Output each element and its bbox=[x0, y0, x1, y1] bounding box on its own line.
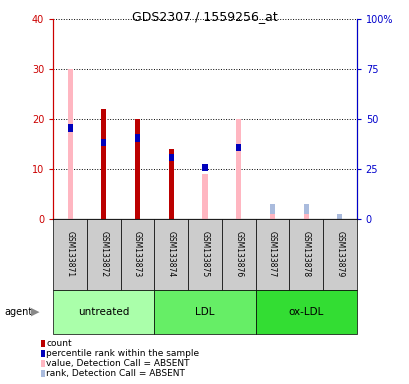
Bar bbox=[135, 119, 140, 219]
Bar bbox=[53, 290, 154, 334]
Bar bbox=[120, 219, 154, 290]
Text: percentile rank within the sample: percentile rank within the sample bbox=[46, 349, 199, 358]
Bar bbox=[221, 219, 255, 290]
Bar bbox=[255, 219, 289, 290]
Bar bbox=[188, 219, 221, 290]
Bar bbox=[303, 214, 308, 219]
Bar bbox=[101, 139, 106, 147]
Bar bbox=[337, 214, 342, 219]
Text: LDL: LDL bbox=[195, 307, 214, 317]
Bar bbox=[202, 164, 207, 172]
Text: GSM133871: GSM133871 bbox=[65, 231, 74, 278]
Text: GDS2307 / 1559256_at: GDS2307 / 1559256_at bbox=[132, 10, 277, 23]
Bar bbox=[135, 134, 140, 142]
Bar bbox=[202, 174, 207, 219]
Bar bbox=[236, 119, 240, 219]
Text: count: count bbox=[46, 339, 72, 348]
Text: GSM133873: GSM133873 bbox=[133, 231, 142, 278]
Bar bbox=[322, 219, 356, 290]
Bar bbox=[269, 214, 274, 219]
Bar bbox=[154, 290, 255, 334]
Bar bbox=[101, 109, 106, 219]
Bar bbox=[67, 69, 72, 219]
Bar bbox=[255, 290, 356, 334]
Text: GSM133874: GSM133874 bbox=[166, 231, 175, 278]
Text: agent: agent bbox=[4, 307, 32, 317]
Bar bbox=[236, 144, 240, 152]
Bar bbox=[154, 219, 188, 290]
Text: GSM133875: GSM133875 bbox=[200, 231, 209, 278]
Text: GSM133876: GSM133876 bbox=[234, 231, 243, 278]
Text: GSM133877: GSM133877 bbox=[267, 231, 276, 278]
Text: ▶: ▶ bbox=[31, 307, 39, 317]
Bar bbox=[303, 204, 308, 219]
Text: rank, Detection Call = ABSENT: rank, Detection Call = ABSENT bbox=[46, 369, 184, 378]
Text: untreated: untreated bbox=[78, 307, 129, 317]
Bar bbox=[53, 219, 87, 290]
Text: value, Detection Call = ABSENT: value, Detection Call = ABSENT bbox=[46, 359, 189, 368]
Bar bbox=[67, 124, 72, 132]
Bar bbox=[169, 149, 173, 219]
Bar bbox=[269, 204, 274, 219]
Text: ox-LDL: ox-LDL bbox=[288, 307, 323, 317]
Bar bbox=[87, 219, 120, 290]
Text: GSM133872: GSM133872 bbox=[99, 231, 108, 278]
Text: GSM133879: GSM133879 bbox=[335, 231, 344, 278]
Bar bbox=[289, 219, 322, 290]
Bar bbox=[169, 154, 173, 162]
Text: GSM133878: GSM133878 bbox=[301, 231, 310, 278]
